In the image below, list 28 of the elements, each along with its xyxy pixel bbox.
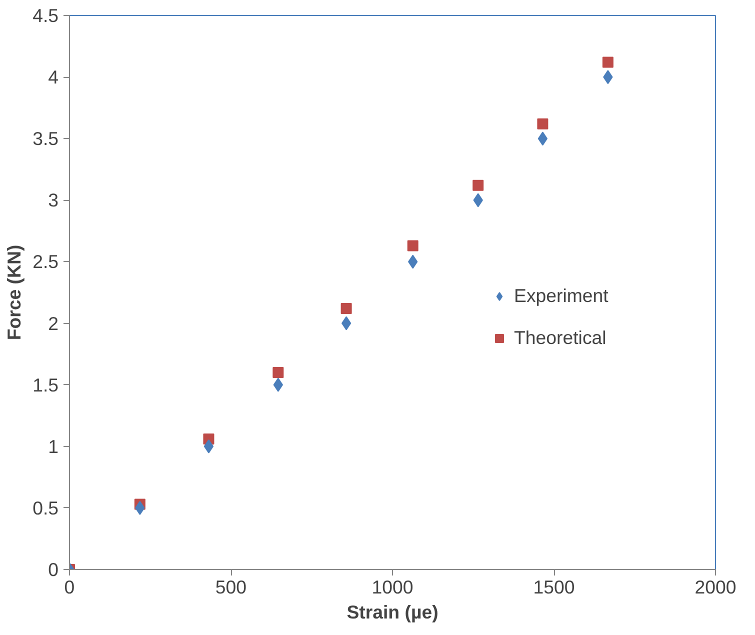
y-tick-label: 0.5 [32,497,59,518]
y-tick-label: 1 [48,436,59,457]
point [538,132,548,146]
y-tick-label: 4 [48,66,59,88]
y-tick-label: 2.5 [32,251,59,272]
x-tick-label: 0 [64,576,75,598]
x-tick-label: 1500 [533,576,575,598]
y-tick-label: 2 [48,312,59,334]
y-tick-label: 1.5 [32,374,59,396]
x-tick-label: 2000 [694,576,736,598]
point [407,240,418,252]
y-axis-title: Force (KN) [4,244,25,340]
y-tick-label: 0 [48,559,59,580]
legend-label: Experiment [514,285,608,307]
point [272,367,284,378]
y-tick-label: 3 [48,190,59,211]
legend-label: Theoretical [514,327,606,349]
y-tick-label: 3.5 [32,128,59,150]
point [537,118,548,130]
x-axis-title: Strain (µe) [346,602,438,622]
x-tick-label: 1000 [372,576,414,598]
y-tick-label: 4.5 [32,5,59,26]
point [204,439,214,454]
point [340,303,352,314]
point [602,56,614,68]
x-tick-label: 500 [215,576,247,598]
point [472,180,484,191]
point [341,316,352,330]
